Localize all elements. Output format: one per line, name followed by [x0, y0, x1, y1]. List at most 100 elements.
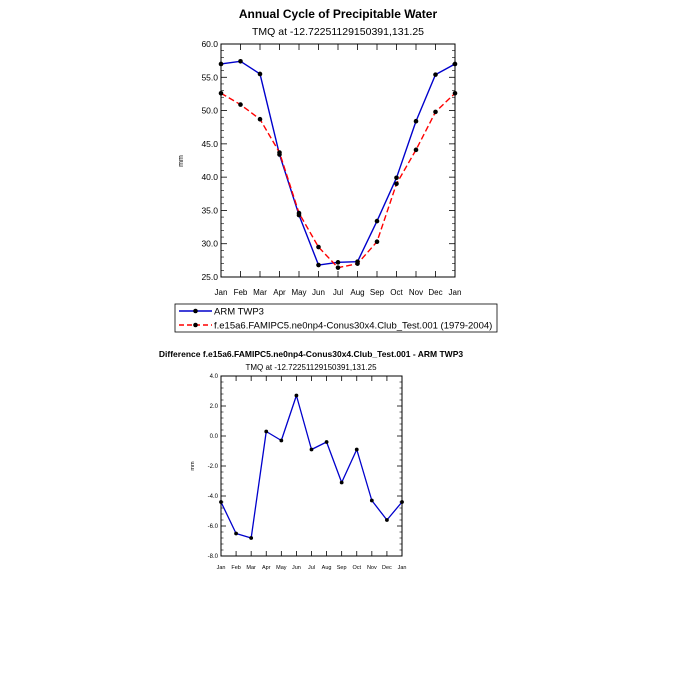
y-tick-label: 50.0	[201, 106, 218, 116]
series-0-point	[385, 518, 389, 522]
series-0-point	[374, 218, 380, 224]
y-tick-label: -2.0	[208, 464, 219, 470]
legend-entry-model: f.e15a6.FAMIPC5.ne0np4-Conus30x4.Club_Te…	[179, 321, 492, 332]
x-tick-label: Jul	[333, 288, 343, 297]
series-1-point	[413, 147, 419, 153]
chart2-y-tick-labels: -8.0 -6.0 -4.0 -2.0 0.0 2.0 4.0	[208, 374, 219, 560]
chart2-x-tick-labels: Jan Feb Mar Apr May Jun Jul Aug Sep Oct Nov Dec Jan	[217, 565, 407, 571]
x-tick-label: Feb	[234, 288, 248, 297]
annual-cycle-chart: Annual Cycle of Precipitable Water TMQ a…	[178, 7, 461, 297]
x-tick-label: Sep	[337, 565, 347, 571]
y-tick-label: 45.0	[201, 139, 218, 149]
series-line-1	[220, 92, 456, 269]
legend-box	[174, 303, 498, 333]
series-0-point	[339, 480, 344, 485]
series-1-point	[355, 261, 360, 266]
y-tick-label: -4.0	[208, 494, 219, 500]
legend-label-model: f.e15a6.FAMIPC5.ne0np4-Conus30x4.Club_Te…	[214, 321, 492, 332]
legend-entry-arm-twp3: ARM TWP3	[179, 307, 264, 318]
chart2-plot-frame	[220, 375, 403, 557]
y-tick-label: -6.0	[208, 524, 219, 530]
x-tick-label: Sep	[370, 288, 385, 297]
chart1-ticks	[220, 43, 456, 278]
x-tick-label: May	[291, 288, 306, 297]
series-0-point	[238, 59, 243, 64]
series-0-point	[264, 429, 269, 434]
x-tick-label: Nov	[409, 288, 423, 297]
series-0-point	[294, 393, 299, 398]
legend-label-arm-twp3: ARM TWP3	[214, 307, 264, 318]
x-tick-label: Jan	[398, 565, 407, 571]
series-1-point	[394, 181, 399, 187]
series-0-point	[234, 531, 238, 536]
series-line-0	[220, 394, 403, 539]
series-1-point	[257, 116, 263, 122]
x-tick-label: Mar	[253, 288, 267, 297]
chart2-series	[219, 393, 404, 540]
x-tick-label: Nov	[367, 565, 377, 571]
series-1-point	[433, 109, 438, 115]
x-tick-label: Oct	[390, 288, 403, 297]
series-0-point	[394, 175, 399, 181]
y-tick-label: 0.0	[210, 434, 219, 440]
series-0-point	[413, 118, 419, 124]
chart1-subtitle: TMQ at -12.72251129150391,131.25	[252, 26, 424, 38]
chart1-title: Annual Cycle of Precipitable Water	[239, 7, 438, 21]
x-tick-label: May	[276, 565, 287, 571]
y-tick-label: 55.0	[201, 72, 218, 82]
series-0-point	[257, 71, 263, 77]
y-tick-label: 60.0	[201, 39, 218, 49]
series-0-point	[279, 438, 284, 443]
x-tick-label: Oct	[352, 565, 361, 571]
series-0-point	[335, 260, 341, 265]
y-tick-label: 30.0	[201, 239, 218, 249]
x-tick-label: Dec	[428, 288, 442, 297]
x-tick-label: Aug	[350, 288, 364, 297]
series-0-point	[324, 440, 329, 444]
series-1-point	[374, 239, 380, 245]
y-tick-label: -8.0	[208, 554, 219, 560]
chart1-x-tick-labels: Jan Feb Mar Apr May Jun Jul Aug Sep Oct Nov Dec Jan	[215, 288, 462, 297]
chart1-y-tick-labels: 25.0 30.0 35.0 40.0 45.0 50.0 55.0 60.0	[201, 39, 218, 282]
x-tick-label: Jan	[217, 565, 226, 571]
difference-chart: Difference f.e15a6.FAMIPC5.ne0np4-Conus3…	[159, 349, 463, 571]
chart2-subtitle: TMQ at -12.72251129150391,131.25	[245, 363, 377, 372]
x-tick-label: Jun	[312, 288, 325, 297]
y-tick-label: 4.0	[210, 374, 219, 380]
series-0-point	[433, 72, 438, 77]
series-line-0	[220, 60, 456, 266]
chart1-y-axis-label: mm	[178, 155, 185, 167]
x-tick-label: Apr	[273, 288, 286, 297]
series-0-point	[309, 447, 314, 452]
series-0-point	[369, 498, 374, 503]
series-1-point	[335, 265, 341, 270]
chart2-title: Difference f.e15a6.FAMIPC5.ne0np4-Conus3…	[159, 349, 463, 359]
chart1-plot-frame	[220, 43, 456, 278]
series-1-point	[238, 102, 243, 107]
x-tick-label: Aug	[322, 565, 332, 571]
y-tick-label: 35.0	[201, 205, 218, 215]
chart2-y-axis-label: mm	[190, 461, 196, 471]
x-tick-label: Jan	[449, 288, 462, 297]
x-tick-label: Jan	[215, 288, 228, 297]
x-tick-label: Mar	[246, 565, 256, 571]
series-1-point	[316, 244, 321, 250]
y-tick-label: 25.0	[201, 272, 218, 282]
y-tick-label: 2.0	[210, 404, 219, 410]
series-0-point	[354, 447, 359, 452]
chart1-legend: ARM TWP3 f.e15a6.FAMIPC5.ne0np4-Conus30x…	[174, 303, 498, 333]
x-tick-label: Feb	[231, 565, 240, 571]
series-1-point	[296, 210, 302, 216]
x-tick-label: Jul	[308, 565, 315, 571]
y-tick-label: 40.0	[201, 172, 218, 182]
chart2-ticks	[220, 375, 403, 557]
x-tick-label: Apr	[262, 565, 271, 571]
series-1-point	[277, 150, 282, 155]
x-tick-label: Jun	[292, 565, 301, 571]
series-0-point	[316, 262, 321, 268]
series-0-point	[249, 536, 254, 540]
chart1-series	[218, 59, 458, 270]
legend-marker-model	[193, 322, 198, 328]
x-tick-label: Dec	[382, 565, 392, 571]
